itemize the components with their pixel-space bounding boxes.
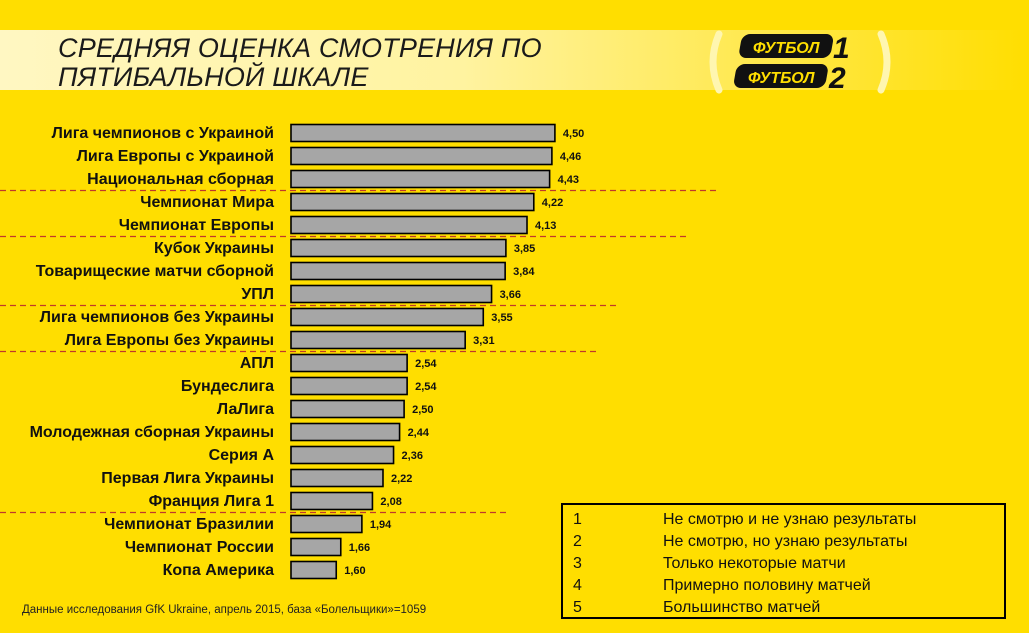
- bar: [290, 330, 466, 350]
- category-label: Товарищеские матчи сборной: [36, 263, 274, 280]
- legend-item: 2 Не смотрю, но узнаю результаты: [573, 531, 994, 553]
- value-label: 2,54: [415, 358, 437, 370]
- bar: [290, 123, 556, 143]
- category-label: АПЛ: [240, 355, 274, 372]
- value-label: 3,66: [500, 289, 521, 301]
- bar: [290, 491, 374, 511]
- value-label: 3,85: [514, 243, 535, 255]
- logo-number-2: 2: [828, 62, 846, 94]
- bar: [290, 215, 528, 235]
- category-label: Лига Европы без Украины: [65, 332, 274, 349]
- bar: [290, 537, 342, 557]
- category-label: Серия А: [209, 447, 275, 464]
- value-label: 3,31: [473, 335, 494, 347]
- bar: [290, 169, 551, 189]
- value-label: 1,66: [349, 542, 370, 554]
- futbol-logo: ФУТБОЛ 1 ФУТБОЛ 2: [709, 30, 891, 94]
- title-band: [0, 30, 1029, 90]
- logo-text-1: ФУТБОЛ: [753, 40, 820, 57]
- legend-key: 1: [573, 511, 582, 528]
- value-label: 4,43: [558, 174, 579, 186]
- category-label: Лига Европы с Украиной: [77, 148, 274, 165]
- legend-item: 5 Большинство матчей: [573, 597, 994, 619]
- category-label: Бундеслига: [181, 378, 274, 395]
- bar: [290, 422, 401, 442]
- bar: [290, 399, 405, 419]
- value-label: 2,50: [412, 404, 433, 416]
- category-label: Первая Лига Украины: [101, 470, 274, 487]
- value-label: 2,44: [408, 427, 430, 439]
- category-label: Кубок Украины: [154, 240, 274, 257]
- bar: [290, 238, 507, 258]
- bar: [290, 353, 408, 373]
- legend-text: Не смотрю и не узнаю результаты: [663, 511, 917, 528]
- category-label: УПЛ: [241, 286, 274, 303]
- value-label: 2,36: [402, 450, 423, 462]
- value-label: 2,08: [380, 496, 401, 508]
- value-label: 3,55: [491, 312, 512, 324]
- legend-key: 3: [573, 555, 582, 572]
- logo-text-2: ФУТБОЛ: [748, 70, 815, 87]
- legend-text: Не смотрю, но узнаю результаты: [663, 533, 908, 550]
- bar: [290, 307, 485, 327]
- legend-key: 2: [573, 533, 582, 550]
- value-label: 4,46: [560, 151, 581, 163]
- value-label: 4,50: [563, 128, 584, 140]
- value-label: 4,13: [535, 220, 556, 232]
- legend-key: 5: [573, 599, 582, 616]
- bar: [290, 146, 553, 166]
- bar: [290, 468, 384, 488]
- value-label: 2,54: [415, 381, 437, 393]
- legend-text: Только некоторые матчи: [663, 555, 846, 572]
- category-label: Лига чемпионов без Украины: [40, 309, 274, 326]
- category-label: Копа Америка: [163, 562, 274, 579]
- legend-item: 1 Не смотрю и не узнаю результаты: [573, 509, 994, 531]
- legend: 1 Не смотрю и не узнаю результаты 2 Не с…: [561, 503, 1006, 619]
- category-label: Лига чемпионов с Украиной: [52, 125, 274, 142]
- bar: [290, 560, 338, 580]
- bar: [290, 284, 493, 304]
- bar: [290, 514, 363, 534]
- legend-item: 4 Примерно половину матчей: [573, 575, 994, 597]
- value-label: 1,60: [344, 565, 365, 577]
- legend-key: 4: [573, 577, 582, 594]
- bar: [290, 376, 408, 396]
- category-label: Чемпионат Европы: [119, 217, 274, 234]
- category-label: Национальная сборная: [87, 171, 274, 188]
- value-label: 4,22: [542, 197, 563, 209]
- value-label: 2,22: [391, 473, 412, 485]
- category-label: ЛаЛига: [217, 401, 274, 418]
- bar: [290, 261, 506, 281]
- source-note: Данные исследования GfK Ukraine, апрель …: [22, 604, 427, 616]
- category-label: Чемпионат России: [125, 539, 274, 556]
- chart-title: СРЕДНЯЯ ОЦЕНКА СМОТРЕНИЯ ПО ПЯТИБАЛЬНОЙ …: [58, 33, 542, 92]
- bar: [290, 445, 395, 465]
- category-label: Молодежная сборная Украины: [30, 424, 274, 441]
- category-label: Чемпионат Мира: [140, 194, 274, 211]
- category-label: Чемпионат Бразилии: [104, 516, 274, 533]
- category-label: Франция Лига 1: [149, 493, 275, 510]
- legend-text: Большинство матчей: [663, 599, 821, 616]
- value-label: 1,94: [370, 519, 392, 531]
- legend-item: 3 Только некоторые матчи: [573, 553, 994, 575]
- legend-text: Примерно половину матчей: [663, 577, 871, 594]
- value-label: 3,84: [513, 266, 535, 278]
- bar: [290, 192, 535, 212]
- logo-number-1: 1: [833, 32, 850, 65]
